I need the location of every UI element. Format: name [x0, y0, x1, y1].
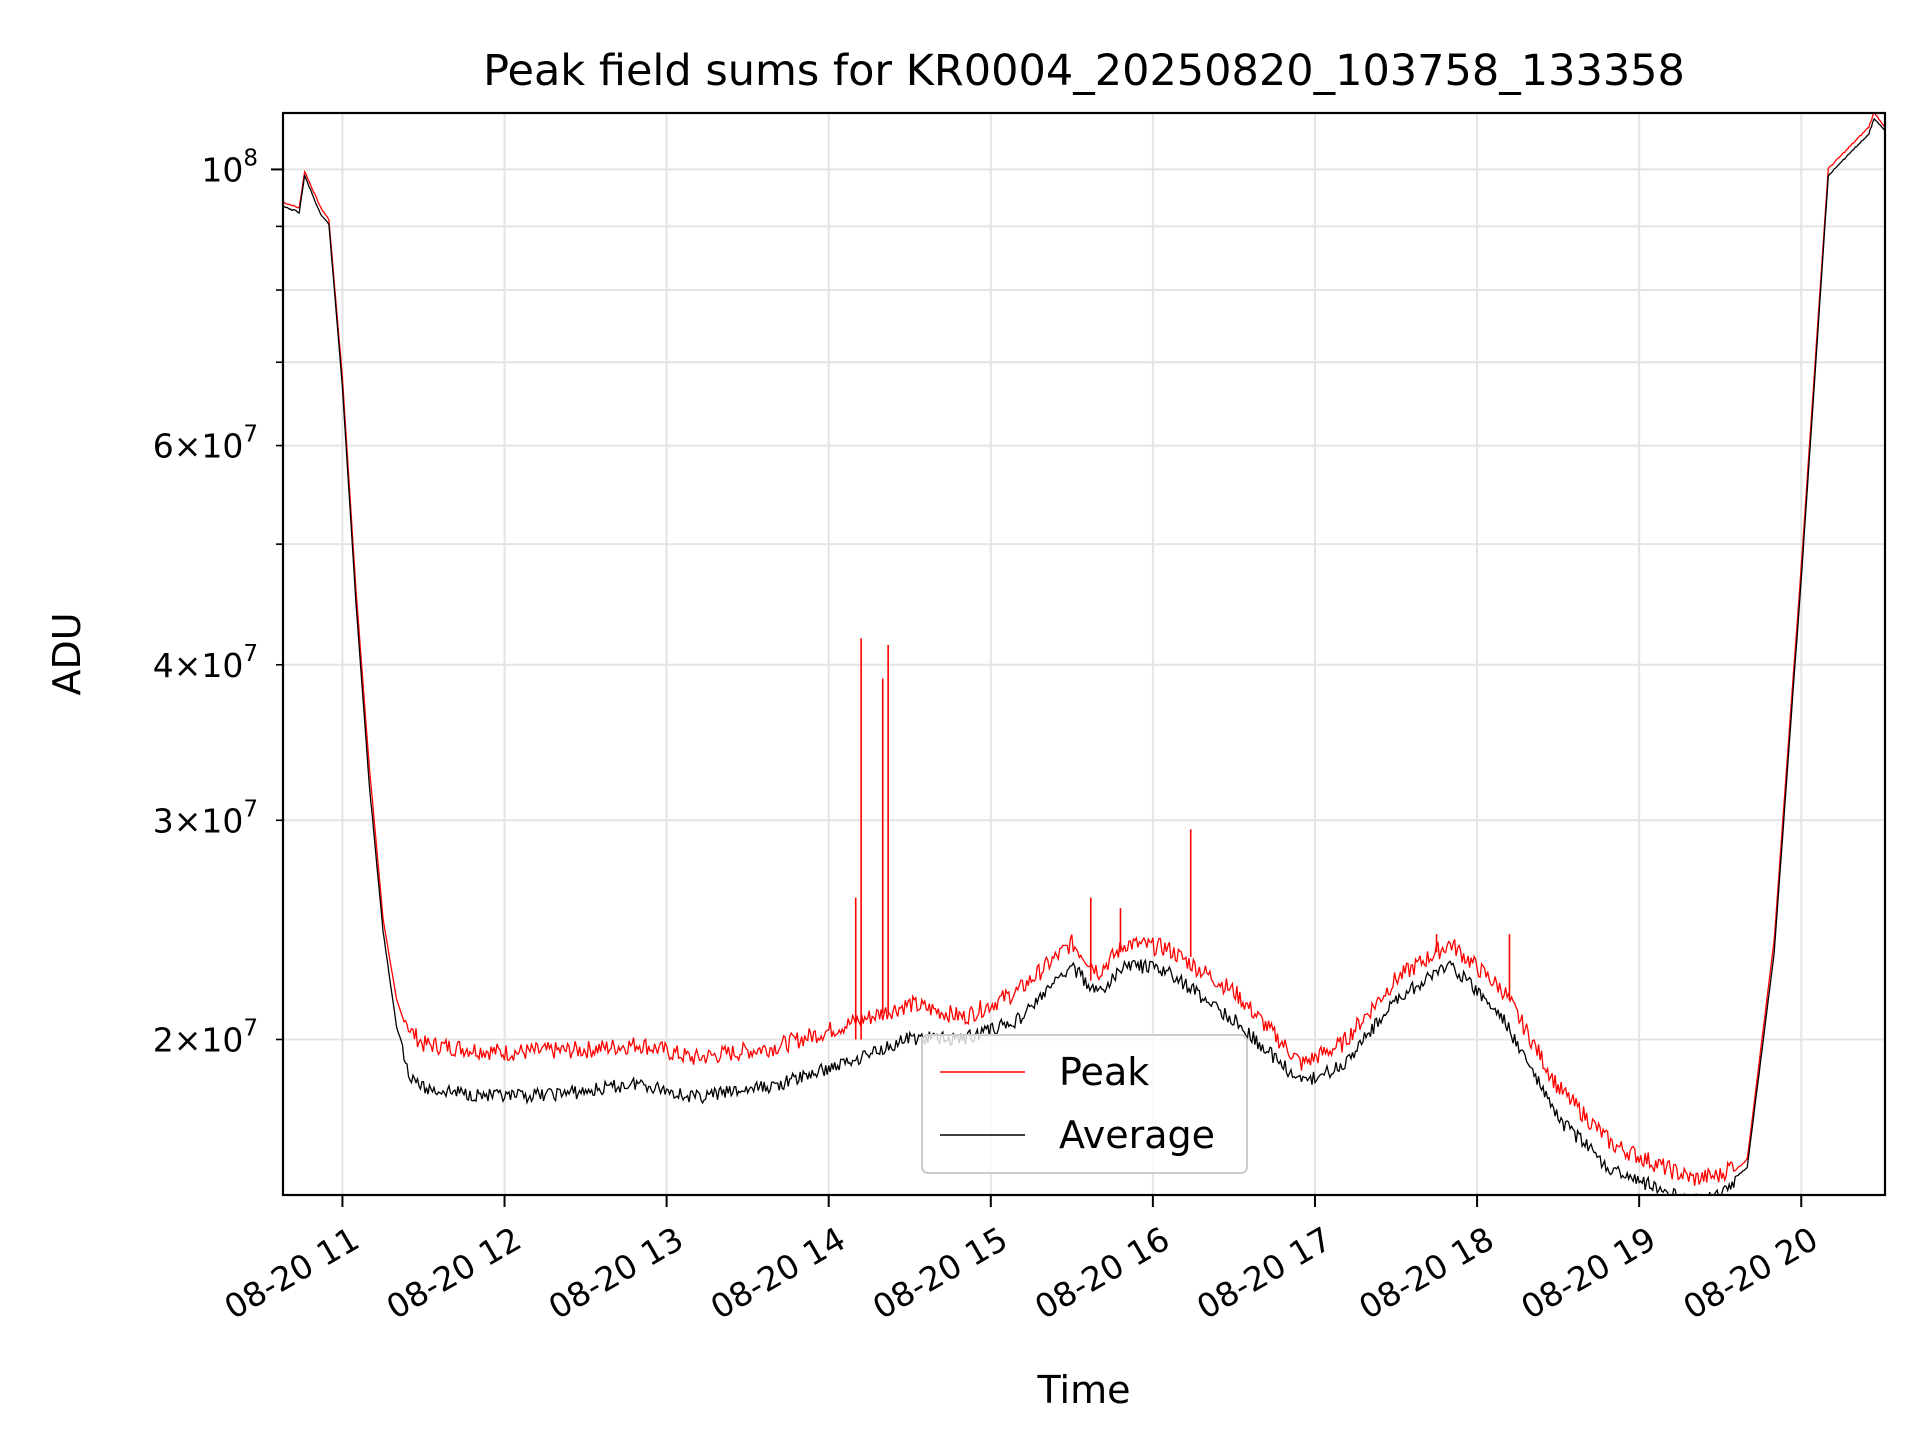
y-tick-label: 4×107 [153, 641, 258, 685]
y-tick-times: × [174, 1020, 202, 1059]
y-tick-exponent: 7 [243, 641, 258, 667]
y-tick-mantissa: 6 [153, 427, 174, 466]
legend: Peak Average [921, 1034, 1248, 1174]
y-tick-mantissa: 2 [153, 1020, 174, 1059]
x-axis-label: Time [1037, 1368, 1131, 1412]
y-tick-times: × [174, 646, 202, 685]
y-tick-exponent: 7 [243, 796, 258, 822]
y-tick-times: × [174, 427, 202, 466]
series-peak-line [283, 113, 1885, 1186]
y-tick-base: 10 [201, 427, 243, 466]
y-tick-exponent: 7 [243, 1015, 258, 1041]
y-tick-label: 108 [201, 145, 258, 189]
y-axis-label: ADU [45, 612, 89, 695]
series-layer [283, 113, 1885, 1195]
plot-frame [281, 111, 1887, 1197]
grid [283, 113, 1885, 1195]
legend-peak-label: Peak [1059, 1050, 1149, 1094]
y-tick-mantissa: 3 [153, 801, 174, 840]
y-tick-mantissa: 4 [153, 646, 174, 685]
legend-box [921, 1034, 1248, 1174]
legend-average-label: Average [1059, 1113, 1215, 1157]
y-tick-base: 10 [201, 646, 243, 685]
y-tick-base: 10 [201, 150, 243, 189]
y-tick-base: 10 [201, 1020, 243, 1059]
y-tick-times: × [174, 801, 202, 840]
y-tick-base: 10 [201, 801, 243, 840]
y-tick-exponent: 7 [243, 422, 258, 448]
y-tick-exponent: 8 [243, 145, 258, 171]
y-tick-label: 2×107 [153, 1015, 258, 1059]
chart-title: Peak field sums for KR0004_20250820_1037… [483, 46, 1685, 96]
series-average-line [283, 117, 1885, 1195]
y-tick-label: 3×107 [153, 796, 258, 840]
y-tick-label: 6×107 [153, 422, 258, 466]
